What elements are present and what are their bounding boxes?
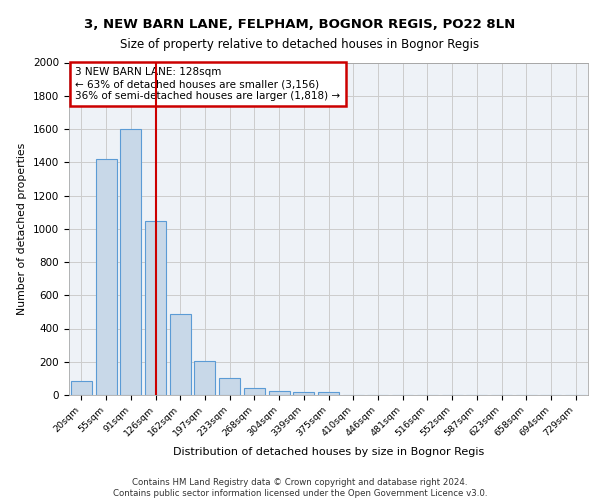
Bar — [318, 392, 339, 395]
Bar — [194, 361, 215, 395]
Text: 3, NEW BARN LANE, FELPHAM, BOGNOR REGIS, PO22 8LN: 3, NEW BARN LANE, FELPHAM, BOGNOR REGIS,… — [85, 18, 515, 30]
Text: Contains HM Land Registry data © Crown copyright and database right 2024.
Contai: Contains HM Land Registry data © Crown c… — [113, 478, 487, 498]
Bar — [71, 381, 92, 395]
Text: Size of property relative to detached houses in Bognor Regis: Size of property relative to detached ho… — [121, 38, 479, 51]
Text: 3 NEW BARN LANE: 128sqm
← 63% of detached houses are smaller (3,156)
36% of semi: 3 NEW BARN LANE: 128sqm ← 63% of detache… — [75, 68, 340, 100]
Bar — [293, 392, 314, 395]
Bar — [145, 222, 166, 395]
Bar — [269, 391, 290, 395]
Bar — [170, 314, 191, 395]
Bar — [120, 129, 141, 395]
Bar — [244, 388, 265, 395]
Bar — [219, 378, 240, 395]
Bar — [95, 159, 116, 395]
X-axis label: Distribution of detached houses by size in Bognor Regis: Distribution of detached houses by size … — [173, 446, 484, 456]
Y-axis label: Number of detached properties: Number of detached properties — [17, 142, 28, 315]
